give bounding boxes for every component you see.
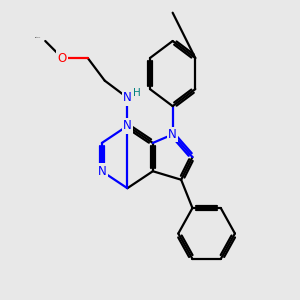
Text: methoxy: methoxy bbox=[35, 36, 41, 38]
Text: N: N bbox=[168, 128, 177, 141]
Text: O: O bbox=[58, 52, 67, 64]
Text: N: N bbox=[123, 119, 132, 132]
Text: N: N bbox=[98, 165, 106, 178]
Text: H: H bbox=[134, 88, 141, 98]
Text: N: N bbox=[123, 91, 132, 104]
